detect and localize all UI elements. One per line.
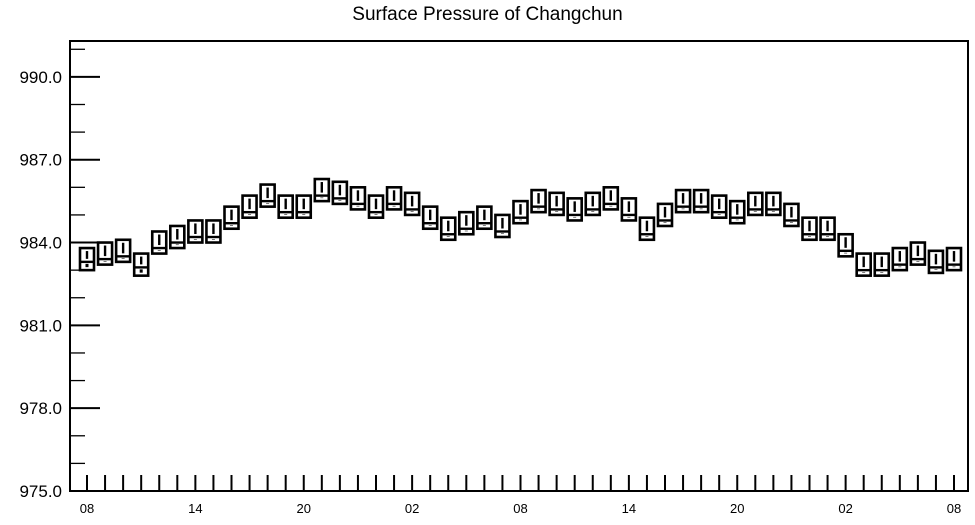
box-mark bbox=[295, 194, 313, 219]
box-mark bbox=[801, 216, 818, 242]
y-tick-label: 984.0 bbox=[19, 234, 62, 253]
box-mark bbox=[205, 219, 222, 244]
box-mark bbox=[187, 219, 204, 244]
box-mark bbox=[132, 252, 150, 277]
box-mark bbox=[692, 188, 710, 214]
box-mark bbox=[476, 205, 493, 231]
x-tick-label: 08 bbox=[947, 501, 961, 516]
box-mark bbox=[891, 246, 909, 272]
box-mark bbox=[223, 205, 240, 231]
y-tick-label: 975.0 bbox=[19, 482, 62, 501]
x-tick-label: 20 bbox=[730, 501, 744, 516]
box-mark bbox=[783, 202, 800, 228]
chart-title: Surface Pressure of Changchun bbox=[352, 4, 623, 25]
x-tick-label: 08 bbox=[513, 501, 527, 516]
box-mark bbox=[548, 191, 565, 217]
box-mark bbox=[367, 194, 385, 219]
x-tick-label: 02 bbox=[405, 501, 419, 516]
box-mark bbox=[909, 241, 927, 266]
box-mark bbox=[566, 197, 583, 222]
box-mark bbox=[620, 197, 638, 222]
box-mark bbox=[945, 246, 963, 272]
y-tick-label: 981.0 bbox=[19, 316, 62, 335]
box-mark bbox=[114, 238, 132, 264]
box-mark bbox=[530, 188, 547, 214]
box-mark bbox=[458, 210, 475, 236]
box-mark bbox=[512, 199, 529, 225]
box-outline bbox=[78, 246, 96, 272]
box-mark bbox=[747, 191, 764, 217]
box-mark bbox=[602, 186, 620, 211]
x-tick-label: 14 bbox=[622, 501, 636, 516]
box-mark bbox=[331, 180, 349, 206]
y-tick-label: 990.0 bbox=[19, 68, 62, 87]
x-tick-label: 08 bbox=[80, 501, 94, 516]
box-mark bbox=[96, 241, 114, 266]
box-mark bbox=[638, 216, 656, 242]
box-mark bbox=[927, 249, 945, 275]
box-mark bbox=[674, 188, 692, 214]
box-mark bbox=[873, 252, 891, 277]
box-mark bbox=[259, 183, 276, 208]
box-mark bbox=[150, 230, 168, 255]
box-mark bbox=[584, 191, 602, 217]
box-mark bbox=[765, 191, 782, 217]
box-mark bbox=[855, 252, 872, 277]
y-tick-label: 978.0 bbox=[19, 399, 62, 418]
x-tick-label: 20 bbox=[297, 501, 311, 516]
box-mark bbox=[78, 246, 96, 272]
box-mark bbox=[710, 194, 728, 219]
x-tick-label: 14 bbox=[188, 501, 202, 516]
box-mark bbox=[385, 186, 403, 211]
x-tick-label: 02 bbox=[838, 501, 852, 516]
box-mark bbox=[403, 191, 421, 217]
box-mark bbox=[819, 216, 836, 242]
box-outline bbox=[132, 252, 150, 277]
box-mark bbox=[728, 199, 746, 225]
plot-frame bbox=[69, 40, 969, 492]
box-mark bbox=[421, 205, 439, 231]
box-mark bbox=[349, 186, 367, 211]
box-mark bbox=[277, 194, 294, 219]
box-mark bbox=[439, 216, 457, 242]
y-tick-label: 987.0 bbox=[19, 151, 62, 170]
box-mark bbox=[313, 177, 331, 203]
box-mark bbox=[169, 224, 186, 250]
box-mark bbox=[241, 194, 258, 219]
box-mark bbox=[656, 202, 674, 228]
box-mark bbox=[494, 213, 511, 239]
box-mark bbox=[837, 232, 854, 258]
